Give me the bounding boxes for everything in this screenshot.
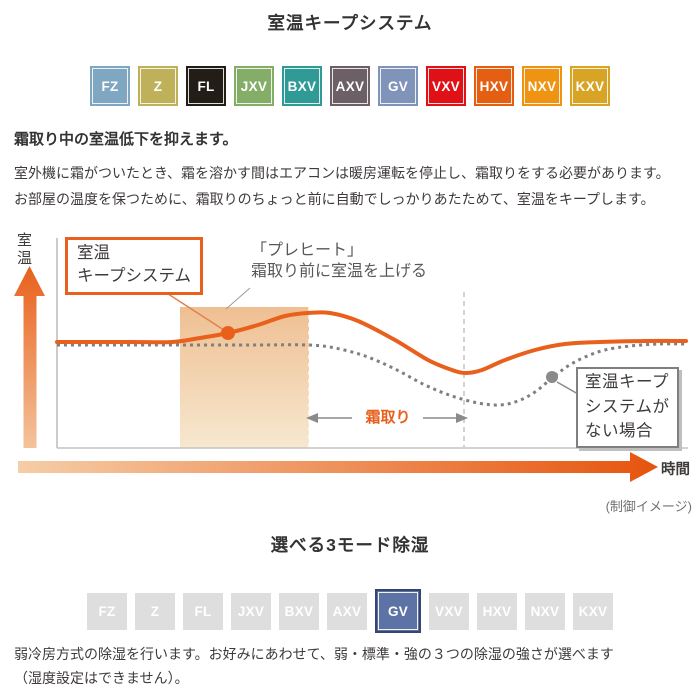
keep-box-pointer-line: [161, 289, 228, 333]
model-badge-kxv-inactive: KXV: [573, 592, 613, 630]
model-badge-fl-inactive: FL: [183, 592, 223, 630]
model-badge-label: VXV: [432, 78, 460, 94]
model-badge-label: FZ: [101, 78, 119, 94]
model-badge-vxv: VXV: [426, 66, 466, 106]
model-badge-fl: FL: [186, 66, 226, 106]
section2-title: 選べる3モード除湿: [270, 535, 430, 555]
model-badge-label: Z: [153, 78, 163, 94]
model-badge-label: KXV: [578, 603, 608, 619]
no-system-pointer-line: [556, 381, 579, 395]
model-badge-axv-inactive: AXV: [327, 592, 367, 630]
section1-body: 室外機に霜がついたとき、霜を溶かす間はエアコンは暖房運転を停止し、霜取りをする必…: [14, 165, 670, 207]
model-badge-label: GV: [387, 78, 409, 94]
model-badge-z: Z: [138, 66, 178, 106]
model-badge-label: BXV: [284, 603, 314, 619]
model-badge-kxv: KXV: [570, 66, 610, 106]
model-badge-z-inactive: Z: [135, 592, 175, 630]
model-badge-label: AXV: [332, 603, 362, 619]
temperature-keep-diagram: 室温 室温 キープシステム 「プレヒート」 霜取り前に室温を上げる 霜取り 室温…: [0, 230, 700, 520]
model-badges-row-1: FZ Z FL JXV BXV AXV GV VXV HXV NXV KXV: [0, 66, 700, 106]
time-axis-arrow-icon: [18, 452, 658, 482]
model-badge-hxv: HXV: [474, 66, 514, 106]
model-badge-label: JXV: [237, 603, 265, 619]
diagram-caption: (制御イメージ): [605, 499, 692, 514]
no-system-curve-marker: [546, 371, 558, 383]
model-badge-label: Z: [150, 603, 160, 619]
model-badge-label: AXV: [335, 78, 365, 94]
model-badge-label: FZ: [98, 603, 116, 619]
model-badge-label: VXV: [435, 603, 463, 619]
keep-system-callout-box: 室温 キープシステム: [65, 237, 204, 295]
model-badge-gv-active: GV: [375, 589, 421, 633]
x-axis-label: 時間: [661, 462, 690, 478]
defrost-span-arrow-icon: [306, 413, 468, 423]
model-badge-nxv: NXV: [522, 66, 562, 106]
model-badge-label: FL: [194, 603, 212, 619]
no-system-callout-box: 室温キープ システムが ない場合: [576, 367, 679, 448]
keep-system-temperature-curve: [55, 310, 688, 375]
diagram-canvas: [14, 238, 688, 482]
model-badge-fz-inactive: FZ: [87, 592, 127, 630]
model-badge-hxv-inactive: HXV: [477, 592, 517, 630]
model-badge-nxv-inactive: NXV: [525, 592, 565, 630]
model-badge-jxv-inactive: JXV: [231, 592, 271, 630]
y-axis-label: 室温: [15, 232, 32, 268]
model-badge-vxv-inactive: VXV: [429, 592, 469, 630]
keep-system-curve-marker: [221, 326, 235, 340]
model-badge-label: KXV: [575, 78, 605, 94]
model-badge-bxv: BXV: [282, 66, 322, 106]
model-badge-gv: GV: [378, 66, 418, 106]
section1-title: 室温キープシステム: [267, 13, 433, 33]
model-badge-label: JXV: [240, 78, 268, 94]
model-badge-label: GV: [387, 603, 409, 619]
model-badge-fz: FZ: [90, 66, 130, 106]
model-badge-axv: AXV: [330, 66, 370, 106]
model-badge-label: NXV: [527, 78, 557, 94]
section2-body: 弱冷房方式の除湿を行います。お好みにあわせて、弱・標準・強の３つの除湿の強さが選…: [14, 646, 614, 686]
model-badge-label: FL: [197, 78, 215, 94]
defrost-label: 霜取り: [365, 409, 411, 426]
model-badge-label: HXV: [482, 603, 512, 619]
no-system-temperature-curve: [56, 342, 687, 407]
model-badge-label: BXV: [287, 78, 317, 94]
preheat-annotation: 「プレヒート」 霜取り前に室温を上げる: [251, 242, 428, 280]
section1-lead: 霜取り中の室温低下を抑えます。: [14, 131, 238, 148]
model-badge-jxv: JXV: [234, 66, 274, 106]
preheat-pointer-line: [225, 287, 251, 310]
temperature-up-arrow-icon: [14, 266, 45, 448]
model-badge-label: NXV: [530, 603, 560, 619]
model-badges-row-2: FZ Z FL JXV BXV AXV GV VXV HXV NXV KXV: [0, 589, 700, 633]
model-badge-label: HXV: [479, 78, 509, 94]
model-badge-bxv-inactive: BXV: [279, 592, 319, 630]
